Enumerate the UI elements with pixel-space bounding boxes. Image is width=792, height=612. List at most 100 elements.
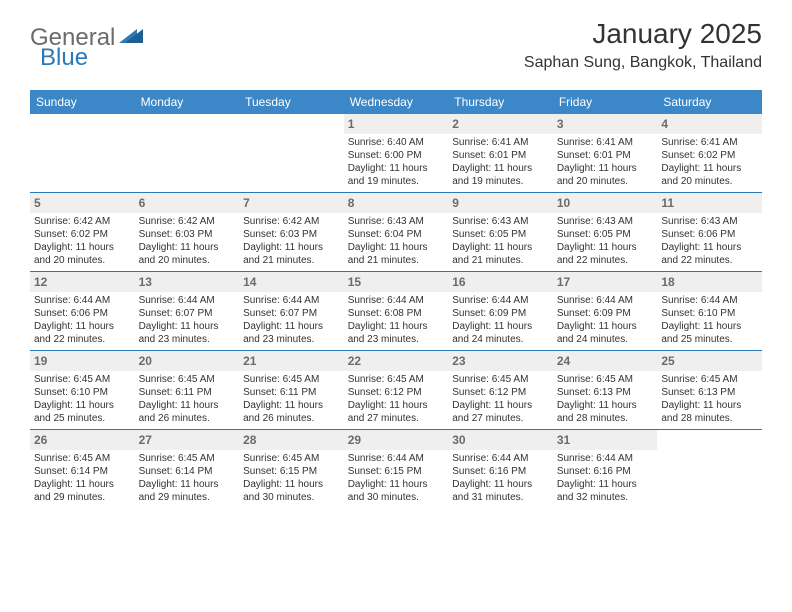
dayname-cell: Friday (553, 90, 658, 114)
sunrise-line: Sunrise: 6:44 AM (661, 294, 758, 307)
daylight-line: Daylight: 11 hours and 22 minutes. (661, 241, 758, 267)
daylight-line: Daylight: 11 hours and 24 minutes. (557, 320, 654, 346)
sunset-line: Sunset: 6:00 PM (348, 149, 445, 162)
daylight-line: Daylight: 11 hours and 23 minutes. (243, 320, 340, 346)
day-content: Sunrise: 6:44 AMSunset: 6:16 PMDaylight:… (452, 450, 549, 504)
daylight-line: Daylight: 11 hours and 32 minutes. (557, 478, 654, 504)
day-cell: 20Sunrise: 6:45 AMSunset: 6:11 PMDayligh… (135, 351, 240, 430)
sunset-line: Sunset: 6:07 PM (243, 307, 340, 320)
day-cell: 28Sunrise: 6:45 AMSunset: 6:15 PMDayligh… (239, 430, 344, 509)
daylight-line: Daylight: 11 hours and 23 minutes. (139, 320, 236, 346)
day-content: Sunrise: 6:45 AMSunset: 6:14 PMDaylight:… (139, 450, 236, 504)
day-number: 4 (657, 114, 762, 134)
sunrise-line: Sunrise: 6:44 AM (139, 294, 236, 307)
dayname-cell: Tuesday (239, 90, 344, 114)
sunset-line: Sunset: 6:12 PM (452, 386, 549, 399)
dayname-row: SundayMondayTuesdayWednesdayThursdayFrid… (30, 90, 762, 114)
week-row: 12Sunrise: 6:44 AMSunset: 6:06 PMDayligh… (30, 272, 762, 351)
day-cell: 3Sunrise: 6:41 AMSunset: 6:01 PMDaylight… (553, 114, 658, 193)
sunrise-line: Sunrise: 6:43 AM (348, 215, 445, 228)
day-cell: 22Sunrise: 6:45 AMSunset: 6:12 PMDayligh… (344, 351, 449, 430)
day-number: 5 (30, 193, 135, 213)
day-number: 13 (135, 272, 240, 292)
daylight-line: Daylight: 11 hours and 23 minutes. (348, 320, 445, 346)
day-cell: 26Sunrise: 6:45 AMSunset: 6:14 PMDayligh… (30, 430, 135, 509)
day-content: Sunrise: 6:44 AMSunset: 6:09 PMDaylight:… (452, 292, 549, 346)
sunset-line: Sunset: 6:16 PM (452, 465, 549, 478)
sunrise-line: Sunrise: 6:44 AM (348, 294, 445, 307)
sunset-line: Sunset: 6:09 PM (452, 307, 549, 320)
day-cell: 4Sunrise: 6:41 AMSunset: 6:02 PMDaylight… (657, 114, 762, 193)
week-row: 5Sunrise: 6:42 AMSunset: 6:02 PMDaylight… (30, 193, 762, 272)
day-content: Sunrise: 6:42 AMSunset: 6:03 PMDaylight:… (139, 213, 236, 267)
day-cell: 17Sunrise: 6:44 AMSunset: 6:09 PMDayligh… (553, 272, 658, 351)
day-content: Sunrise: 6:41 AMSunset: 6:02 PMDaylight:… (661, 134, 758, 188)
sunrise-line: Sunrise: 6:45 AM (34, 373, 131, 386)
empty-cell: 0 (239, 114, 344, 193)
day-content: Sunrise: 6:45 AMSunset: 6:11 PMDaylight:… (139, 371, 236, 425)
day-cell: 6Sunrise: 6:42 AMSunset: 6:03 PMDaylight… (135, 193, 240, 272)
sunrise-line: Sunrise: 6:42 AM (34, 215, 131, 228)
sunset-line: Sunset: 6:09 PM (557, 307, 654, 320)
day-content: Sunrise: 6:45 AMSunset: 6:13 PMDaylight:… (661, 371, 758, 425)
day-cell: 30Sunrise: 6:44 AMSunset: 6:16 PMDayligh… (448, 430, 553, 509)
logo-text-2: Blue (40, 44, 88, 71)
daylight-line: Daylight: 11 hours and 28 minutes. (557, 399, 654, 425)
day-cell: 21Sunrise: 6:45 AMSunset: 6:11 PMDayligh… (239, 351, 344, 430)
day-number: 8 (344, 193, 449, 213)
day-number: 1 (344, 114, 449, 134)
day-number: 19 (30, 351, 135, 371)
sunrise-line: Sunrise: 6:43 AM (557, 215, 654, 228)
day-cell: 25Sunrise: 6:45 AMSunset: 6:13 PMDayligh… (657, 351, 762, 430)
sunset-line: Sunset: 6:06 PM (34, 307, 131, 320)
sunset-line: Sunset: 6:10 PM (661, 307, 758, 320)
week-row: 19Sunrise: 6:45 AMSunset: 6:10 PMDayligh… (30, 351, 762, 430)
sunrise-line: Sunrise: 6:43 AM (452, 215, 549, 228)
day-number: 31 (553, 430, 658, 450)
day-cell: 31Sunrise: 6:44 AMSunset: 6:16 PMDayligh… (553, 430, 658, 509)
daylight-line: Daylight: 11 hours and 19 minutes. (452, 162, 549, 188)
day-number: 21 (239, 351, 344, 371)
daylight-line: Daylight: 11 hours and 19 minutes. (348, 162, 445, 188)
sunset-line: Sunset: 6:03 PM (139, 228, 236, 241)
day-cell: 29Sunrise: 6:44 AMSunset: 6:15 PMDayligh… (344, 430, 449, 509)
day-cell: 11Sunrise: 6:43 AMSunset: 6:06 PMDayligh… (657, 193, 762, 272)
day-cell: 19Sunrise: 6:45 AMSunset: 6:10 PMDayligh… (30, 351, 135, 430)
day-content: Sunrise: 6:43 AMSunset: 6:04 PMDaylight:… (348, 213, 445, 267)
sunrise-line: Sunrise: 6:44 AM (557, 452, 654, 465)
day-content: Sunrise: 6:41 AMSunset: 6:01 PMDaylight:… (452, 134, 549, 188)
daylight-line: Daylight: 11 hours and 31 minutes. (452, 478, 549, 504)
daylight-line: Daylight: 11 hours and 30 minutes. (243, 478, 340, 504)
daylight-line: Daylight: 11 hours and 21 minutes. (348, 241, 445, 267)
month-title: January 2025 (524, 18, 762, 50)
daylight-line: Daylight: 11 hours and 20 minutes. (557, 162, 654, 188)
sunset-line: Sunset: 6:07 PM (139, 307, 236, 320)
day-content: Sunrise: 6:45 AMSunset: 6:14 PMDaylight:… (34, 450, 131, 504)
day-number: 15 (344, 272, 449, 292)
sunrise-line: Sunrise: 6:44 AM (557, 294, 654, 307)
day-cell: 16Sunrise: 6:44 AMSunset: 6:09 PMDayligh… (448, 272, 553, 351)
calendar-table: SundayMondayTuesdayWednesdayThursdayFrid… (30, 90, 762, 508)
day-cell: 10Sunrise: 6:43 AMSunset: 6:05 PMDayligh… (553, 193, 658, 272)
sunrise-line: Sunrise: 6:45 AM (452, 373, 549, 386)
day-content: Sunrise: 6:43 AMSunset: 6:05 PMDaylight:… (557, 213, 654, 267)
day-content: Sunrise: 6:44 AMSunset: 6:06 PMDaylight:… (34, 292, 131, 346)
day-content: Sunrise: 6:45 AMSunset: 6:12 PMDaylight:… (452, 371, 549, 425)
day-content: Sunrise: 6:43 AMSunset: 6:05 PMDaylight:… (452, 213, 549, 267)
sunset-line: Sunset: 6:15 PM (243, 465, 340, 478)
sunset-line: Sunset: 6:11 PM (139, 386, 236, 399)
daylight-line: Daylight: 11 hours and 21 minutes. (452, 241, 549, 267)
day-content: Sunrise: 6:44 AMSunset: 6:10 PMDaylight:… (661, 292, 758, 346)
sunrise-line: Sunrise: 6:45 AM (34, 452, 131, 465)
logo-flag-icon (119, 27, 143, 50)
day-content: Sunrise: 6:44 AMSunset: 6:09 PMDaylight:… (557, 292, 654, 346)
day-number: 22 (344, 351, 449, 371)
sunrise-line: Sunrise: 6:43 AM (661, 215, 758, 228)
day-cell: 12Sunrise: 6:44 AMSunset: 6:06 PMDayligh… (30, 272, 135, 351)
dayname-cell: Wednesday (344, 90, 449, 114)
daylight-line: Daylight: 11 hours and 29 minutes. (34, 478, 131, 504)
day-content: Sunrise: 6:44 AMSunset: 6:16 PMDaylight:… (557, 450, 654, 504)
daylight-line: Daylight: 11 hours and 21 minutes. (243, 241, 340, 267)
dayname-cell: Monday (135, 90, 240, 114)
sunset-line: Sunset: 6:04 PM (348, 228, 445, 241)
